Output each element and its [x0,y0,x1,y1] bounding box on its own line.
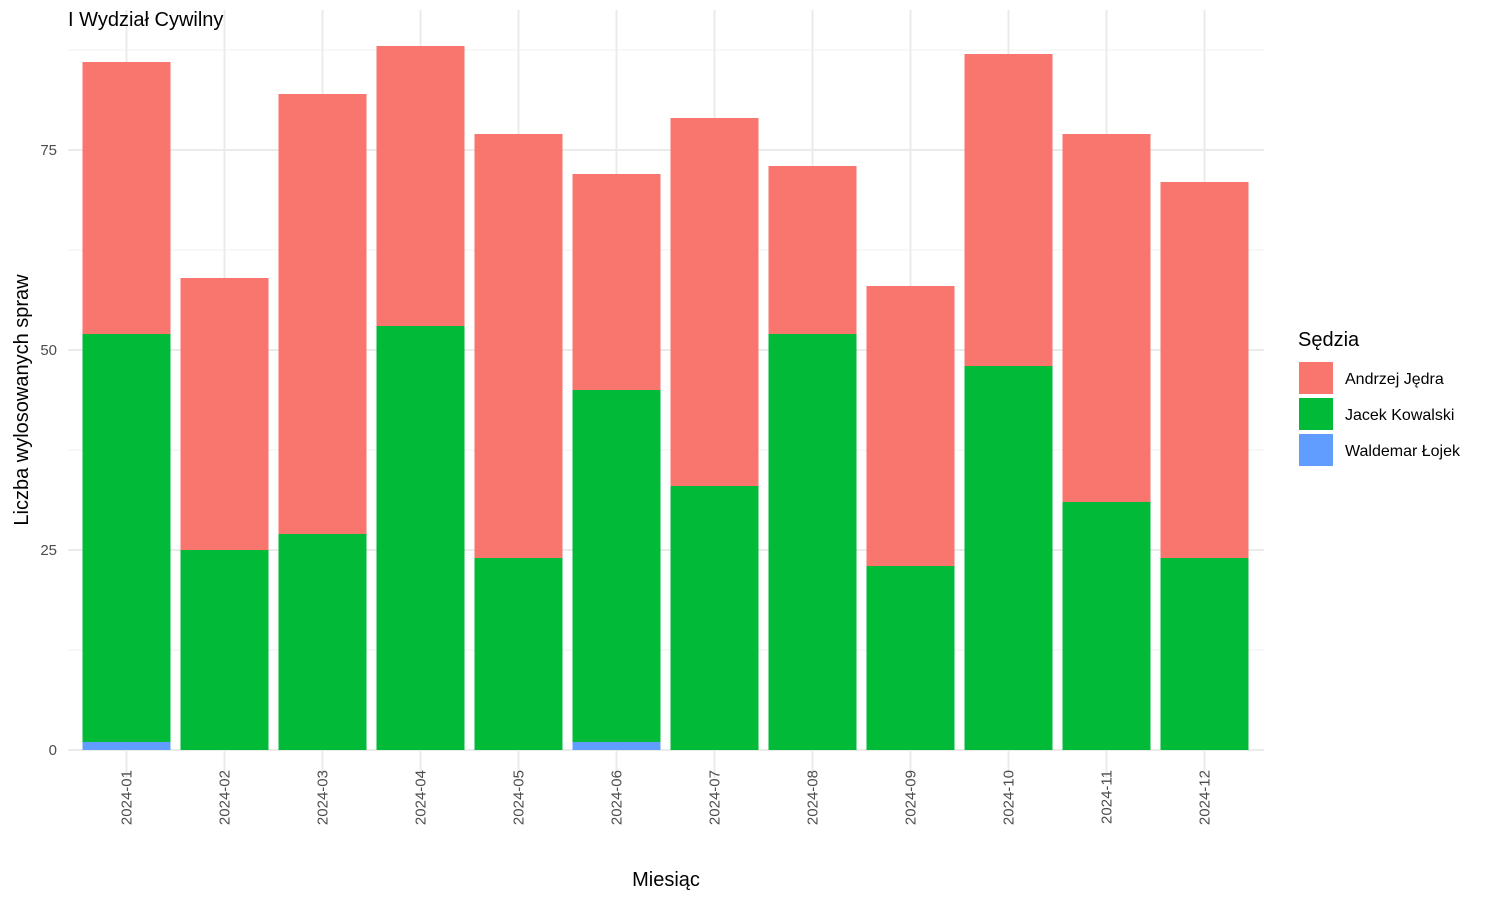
legend-label: Jacek Kowalski [1345,407,1454,424]
x-tick-label: 2024-06 [609,770,626,825]
legend-items: Andrzej Jędra Jacek Kowalski Waldemar Łoje… [1299,362,1461,466]
y-tick-label: 75 [40,142,57,159]
y-tick-label: 25 [40,542,57,559]
legend-label: Andrzej Jędra [1345,371,1444,388]
bar-segment [1062,502,1151,750]
bar-segment [1160,182,1249,558]
y-axis-title: Liczba wylosowanych spraw [11,274,33,526]
x-tick-label: 2024-09 [903,770,920,825]
bar-segment [376,46,465,326]
legend-title: Sędzia [1298,329,1360,351]
bar-segment [1160,558,1249,750]
legend-swatch [1299,434,1333,466]
x-tick-label: 2024-10 [1001,770,1018,825]
chart-title: I Wydział Cywilny [68,9,223,31]
bar-segment [82,742,171,750]
bar-segment [964,366,1053,750]
bar-segment [278,94,367,534]
x-tick-label: 2024-12 [1197,770,1214,825]
bar-segment [474,558,563,750]
x-tick-label: 2024-11 [1099,770,1116,824]
bar-segment [180,550,269,750]
bar-segment [768,334,857,750]
bar-segment [82,62,171,334]
bar-segment [964,54,1053,366]
bar-segment [1062,134,1151,502]
bar-segment [572,390,661,742]
bar-segment [572,174,661,390]
bar-segment [474,134,563,558]
x-tick-label: 2024-07 [707,770,724,825]
bars-layer [82,46,1249,750]
axis-layer: 0 25 50 75 2024-01 2024-02 2024-03 2024-04 2024-… [40,142,1213,825]
bar-segment [82,334,171,742]
x-tick-label: 2024-02 [217,770,234,825]
legend-swatch [1299,398,1333,430]
legend: Sędzia Andrzej Jędra Jacek Kowalski Waldem… [1298,329,1461,466]
legend-swatch [1299,362,1333,394]
x-axis-title: Miesiąc [632,869,700,891]
bar-segment [866,286,955,566]
bar-segment [572,742,661,750]
x-tick-label: 2024-03 [315,770,332,825]
x-tick-label: 2024-08 [805,770,822,825]
bar-segment [278,534,367,750]
legend-label: Waldemar Łojek [1345,443,1461,460]
x-tick-label: 2024-01 [119,770,136,825]
bar-segment [376,326,465,750]
x-tick-label: 2024-04 [413,770,430,825]
bar-segment [670,118,759,486]
x-tick-label: 2024-05 [511,770,528,825]
bar-segment [768,166,857,334]
y-tick-label: 0 [49,742,57,759]
y-tick-label: 50 [40,342,57,359]
bar-segment [866,566,955,750]
bar-segment [180,278,269,550]
bar-segment [670,486,759,750]
